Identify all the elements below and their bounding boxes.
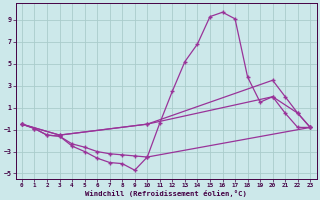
X-axis label: Windchill (Refroidissement éolien,°C): Windchill (Refroidissement éolien,°C) [85, 190, 247, 197]
